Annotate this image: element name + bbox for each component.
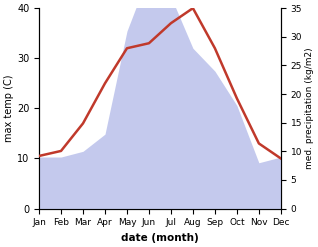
Y-axis label: med. precipitation (kg/m2): med. precipitation (kg/m2) <box>305 48 314 169</box>
X-axis label: date (month): date (month) <box>121 233 199 243</box>
Y-axis label: max temp (C): max temp (C) <box>4 75 14 142</box>
